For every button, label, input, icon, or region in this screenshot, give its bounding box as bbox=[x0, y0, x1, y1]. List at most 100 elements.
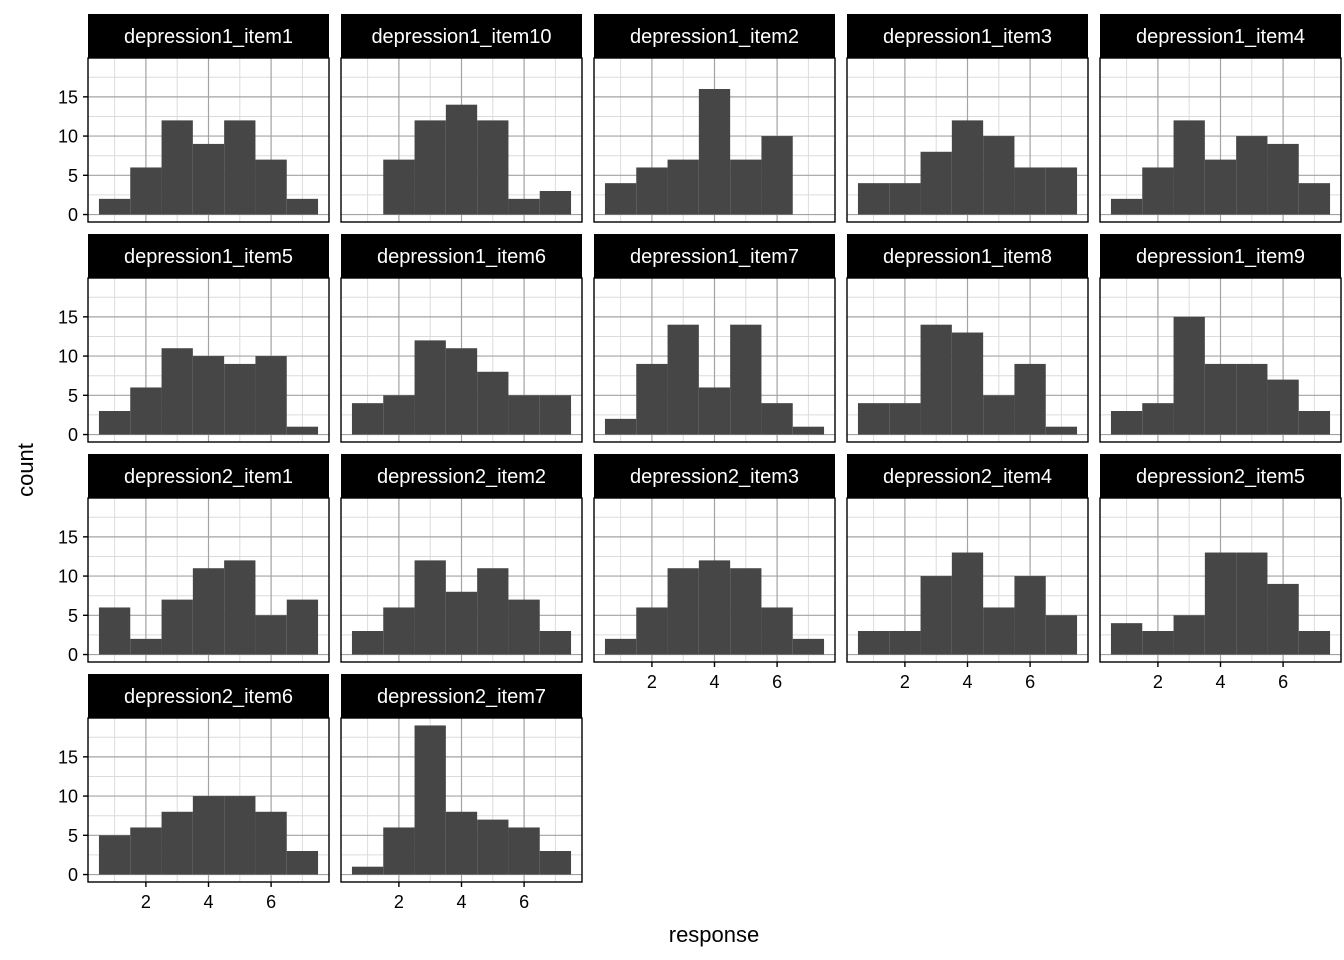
histogram-bar bbox=[383, 827, 415, 875]
histogram-bar bbox=[161, 811, 193, 875]
histogram-bar bbox=[192, 143, 225, 215]
histogram-bar bbox=[539, 395, 572, 435]
facet-strip-label: depression2_item7 bbox=[377, 686, 546, 708]
histogram-bar bbox=[983, 136, 1015, 215]
histogram-bar bbox=[604, 418, 637, 435]
facet-strip-label: depression2_item6 bbox=[124, 686, 293, 708]
histogram-bar bbox=[1045, 167, 1078, 215]
histogram-bar bbox=[351, 866, 384, 875]
histogram-bar bbox=[539, 631, 572, 655]
histogram-bar bbox=[414, 120, 446, 215]
panel-border bbox=[340, 57, 583, 223]
y-axis-tick-label: 5 bbox=[68, 606, 78, 626]
y-axis-title: count bbox=[13, 443, 38, 497]
histogram-bar bbox=[383, 607, 415, 655]
panel-border bbox=[87, 277, 330, 443]
facet-depression2_item6: depression2_item6 0 5 10 15 2 4 6 bbox=[58, 674, 330, 912]
histogram-bar bbox=[920, 151, 952, 215]
y-axis-tick-label: 15 bbox=[58, 747, 78, 767]
facet-depression1_item4: depression1_item4 bbox=[1099, 14, 1342, 223]
histogram-bar bbox=[636, 607, 668, 655]
y-axis-tick-label: 5 bbox=[68, 166, 78, 186]
histogram-bar bbox=[224, 796, 256, 875]
histogram-bar bbox=[224, 120, 256, 215]
histogram-bar bbox=[1267, 143, 1299, 215]
histogram-bar bbox=[255, 356, 287, 435]
histogram-bar bbox=[130, 827, 162, 875]
y-axis-tick-label: 10 bbox=[58, 567, 78, 587]
facet-strip-label: depression1_item9 bbox=[1136, 246, 1305, 268]
histogram-bar bbox=[224, 560, 256, 655]
panel-border bbox=[846, 57, 1089, 223]
facet-depression2_item4: depression2_item4 2 4 6 bbox=[846, 454, 1089, 692]
histogram-bar bbox=[951, 120, 984, 215]
histogram-bar bbox=[761, 607, 793, 655]
x-axis-tick-label: 4 bbox=[456, 892, 466, 912]
histogram-bar bbox=[1236, 363, 1268, 435]
y-axis-tick-label: 0 bbox=[68, 645, 78, 665]
histogram-bar bbox=[1173, 316, 1205, 435]
histogram-bar bbox=[636, 363, 668, 435]
histogram-bar bbox=[414, 340, 446, 435]
histogram-bar bbox=[730, 568, 762, 655]
histogram-bar bbox=[1236, 136, 1268, 215]
facet-strip-label: depression2_item3 bbox=[630, 466, 799, 488]
histogram-bar bbox=[792, 638, 825, 655]
histogram-bar bbox=[761, 136, 793, 215]
histogram-bar bbox=[1110, 623, 1143, 655]
histogram-bar bbox=[161, 120, 193, 215]
histogram-bar bbox=[1142, 403, 1174, 435]
panel-border bbox=[593, 277, 836, 443]
panel-border bbox=[1099, 57, 1342, 223]
histogram-bar bbox=[1204, 159, 1237, 215]
histogram-bar bbox=[857, 183, 890, 215]
histogram-bar bbox=[1014, 363, 1046, 435]
facet-strip-label: depression1_item2 bbox=[630, 26, 799, 48]
histogram-bar bbox=[286, 599, 319, 655]
histogram-bar bbox=[1236, 552, 1268, 655]
x-axis-tick-label: 2 bbox=[141, 892, 151, 912]
y-axis-tick-label: 5 bbox=[68, 826, 78, 846]
histogram-bar bbox=[667, 159, 699, 215]
histogram-bar bbox=[445, 591, 478, 655]
facet-strip bbox=[341, 234, 582, 278]
y-axis-tick-label: 0 bbox=[68, 865, 78, 885]
facet-depression2_item2: depression2_item2 bbox=[340, 454, 583, 663]
histogram-bar bbox=[351, 631, 384, 655]
panel-border bbox=[593, 57, 836, 223]
histogram-bar bbox=[792, 426, 825, 435]
facet-strip bbox=[341, 674, 582, 718]
facet-strip-label: depression1_item8 bbox=[883, 246, 1052, 268]
histogram-bar bbox=[983, 607, 1015, 655]
histogram-bar bbox=[98, 198, 131, 215]
facet-strip-label: depression1_item3 bbox=[883, 26, 1052, 48]
panel-border bbox=[340, 497, 583, 663]
x-axis-tick-label: 2 bbox=[1153, 672, 1163, 692]
facet-strip-label: depression2_item1 bbox=[124, 466, 293, 488]
histogram-bar bbox=[1267, 583, 1299, 655]
histogram-bar bbox=[1110, 198, 1143, 215]
y-axis-tick-label: 0 bbox=[68, 205, 78, 225]
panel-border bbox=[340, 277, 583, 443]
histogram-bar bbox=[698, 387, 731, 435]
y-axis-tick-label: 15 bbox=[58, 87, 78, 107]
x-axis-tick-label: 6 bbox=[1278, 672, 1288, 692]
histogram-bar bbox=[98, 411, 131, 435]
histogram-bar bbox=[383, 395, 415, 435]
histogram-bar bbox=[1267, 379, 1299, 435]
histogram-bar bbox=[445, 811, 478, 875]
facet-strip bbox=[1100, 454, 1341, 498]
facet-strip-label: depression1_item4 bbox=[1136, 26, 1305, 48]
facet-strip bbox=[341, 14, 582, 58]
y-axis-tick-label: 15 bbox=[58, 527, 78, 547]
histogram-bar bbox=[351, 403, 384, 435]
y-axis-tick-label: 15 bbox=[58, 307, 78, 327]
x-axis-tick-label: 4 bbox=[962, 672, 972, 692]
facet-depression1_item5: depression1_item5 0 5 10 15 bbox=[58, 234, 330, 445]
histogram-bar bbox=[130, 387, 162, 435]
histogram-bar bbox=[1142, 631, 1174, 655]
histogram-bar bbox=[1173, 615, 1205, 655]
histogram-bar bbox=[255, 615, 287, 655]
